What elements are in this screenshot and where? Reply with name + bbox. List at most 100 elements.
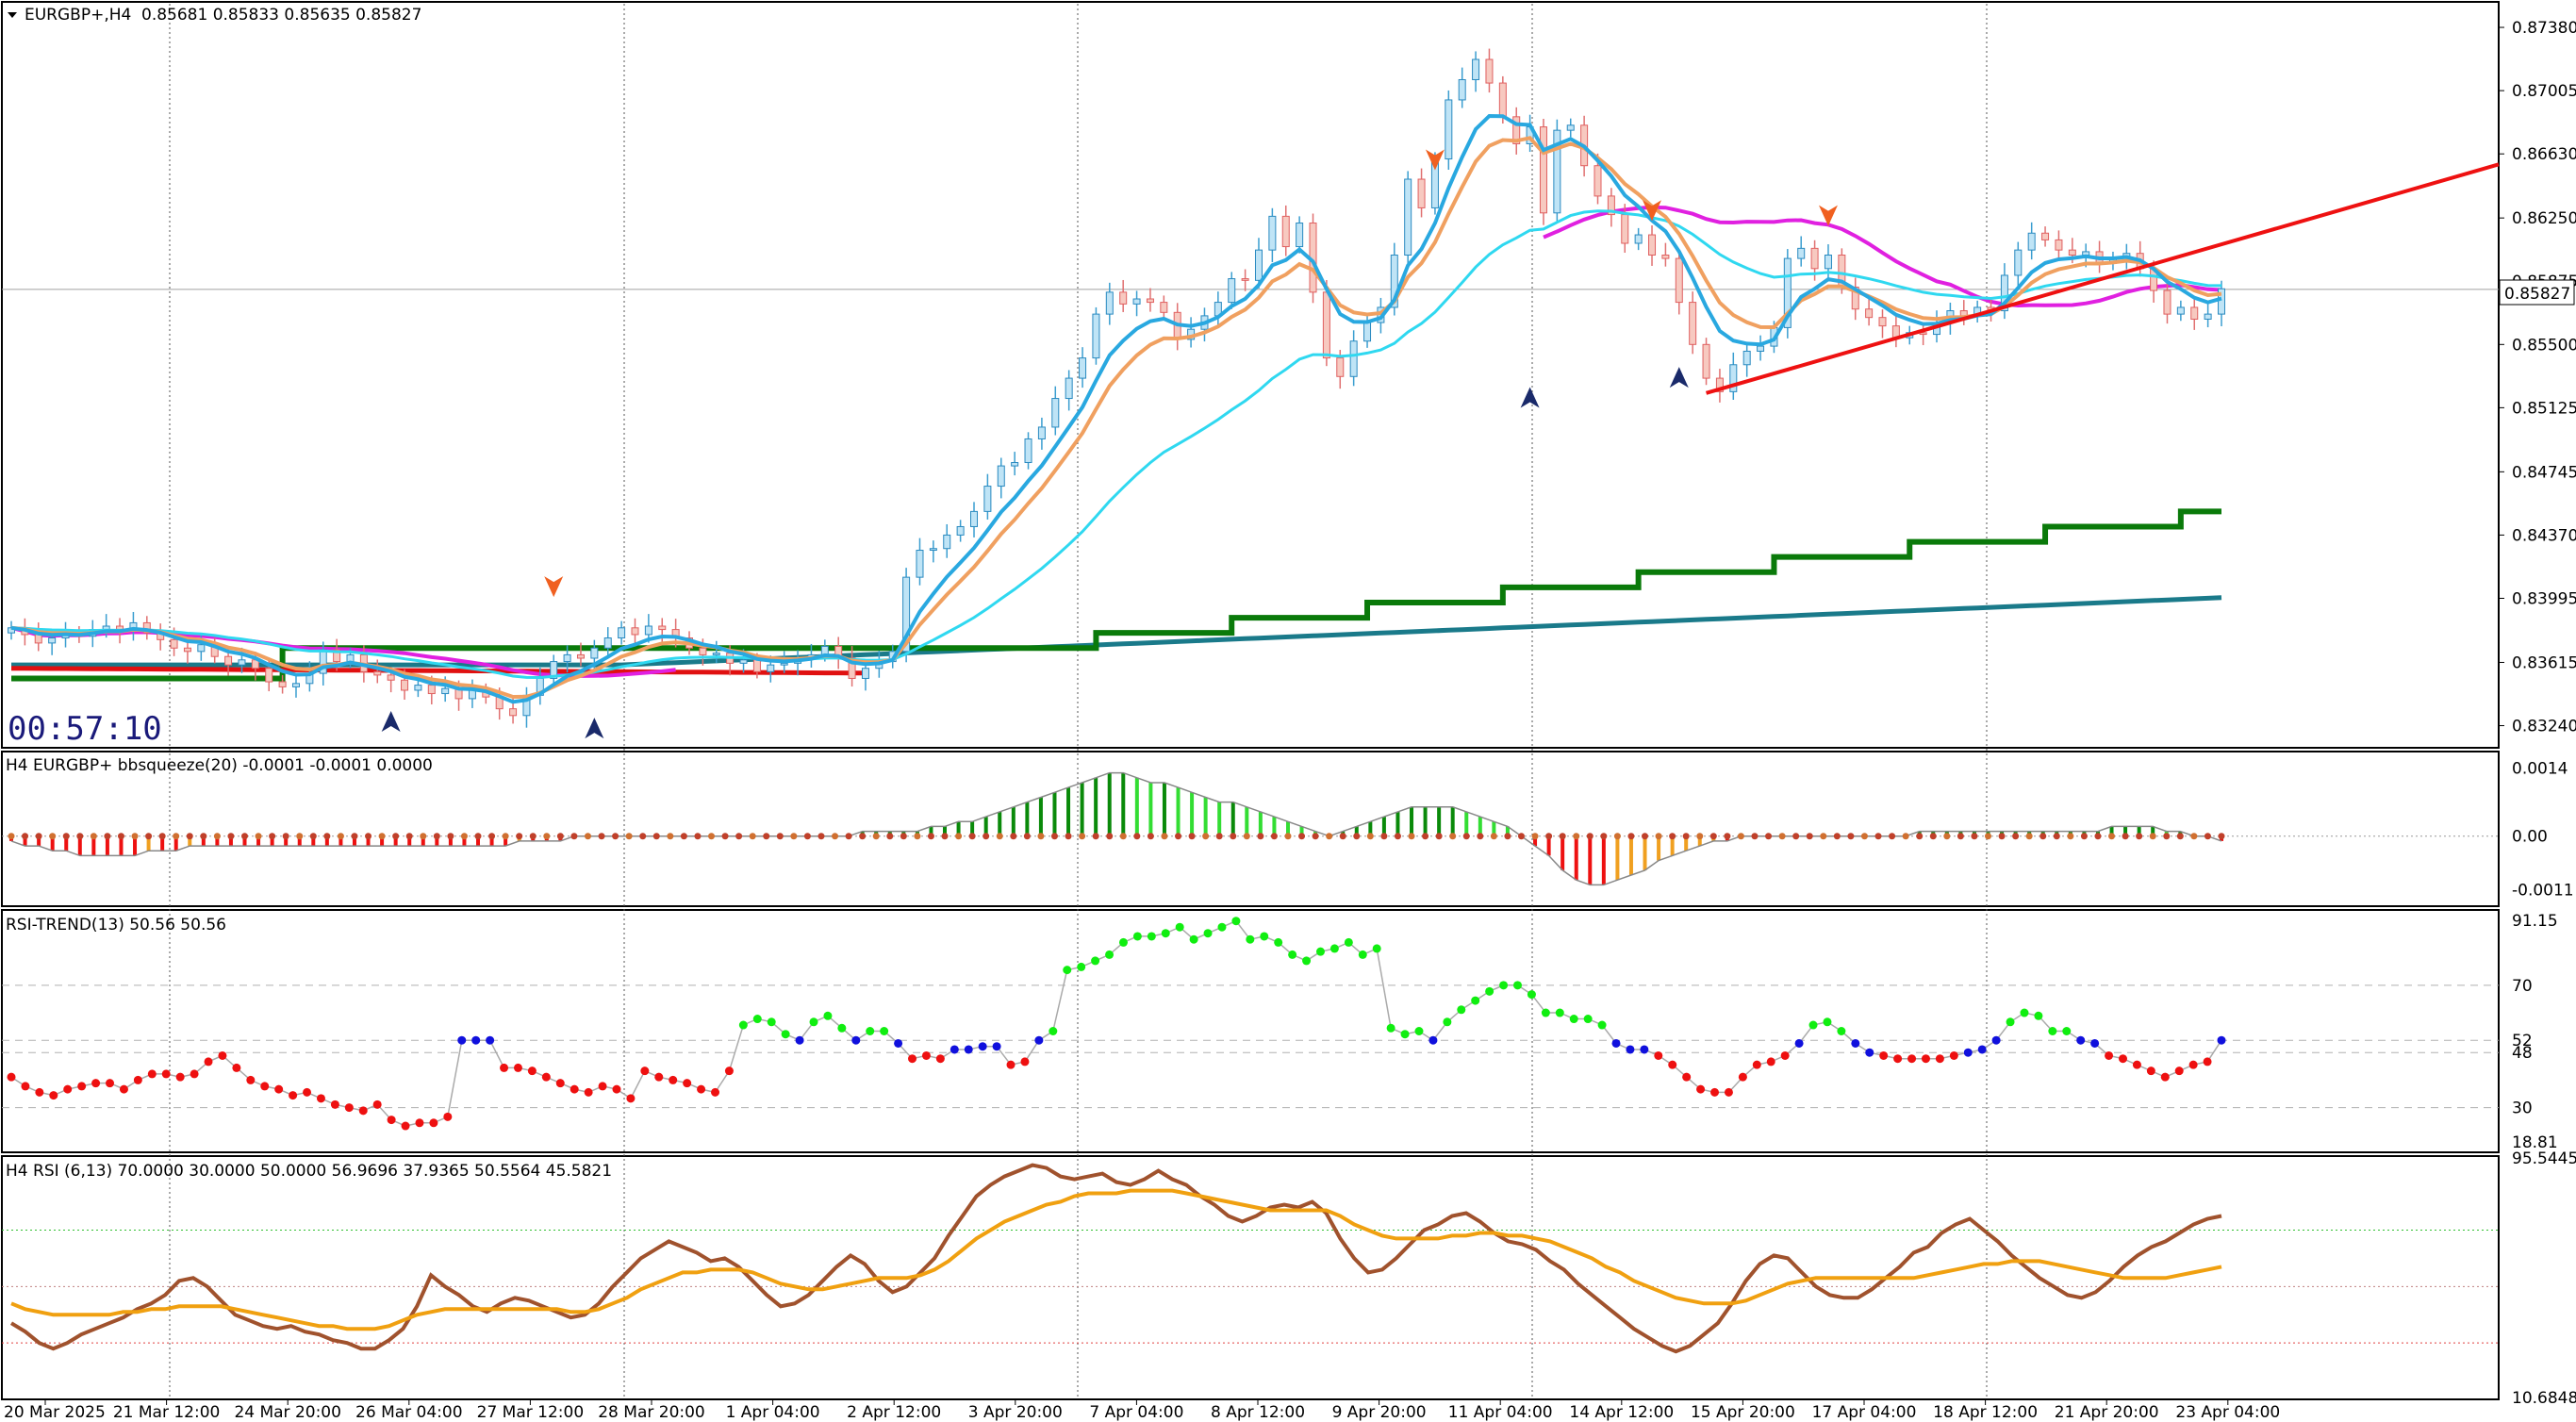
rsi-trend-dot — [344, 1103, 354, 1113]
squeeze-dot — [337, 833, 344, 840]
bear-candle — [34, 634, 42, 644]
time-tick-label: 7 Apr 04:00 — [1089, 1403, 1183, 1422]
squeeze-dot — [1642, 833, 1649, 840]
rsi-trend-dot — [1386, 1023, 1395, 1033]
squeeze-dot — [996, 833, 1003, 840]
red-ma-line — [10, 666, 867, 676]
squeeze-dot — [1175, 833, 1182, 840]
rsi-trend-dot — [1851, 1038, 1860, 1048]
rsi-trend-dot — [1175, 922, 1184, 932]
squeeze-dot — [1065, 833, 1072, 840]
rsi-trend-dot — [1400, 1030, 1410, 1039]
time-tick-label: 21 Apr 20:00 — [2055, 1403, 2159, 1422]
squeeze-dot — [1889, 833, 1896, 840]
squeeze-dot — [1490, 833, 1497, 840]
price-tick-label: 0.86250 — [2512, 209, 2576, 228]
squeeze-dot — [2012, 833, 2020, 840]
rsi-trend-dot — [2076, 1035, 2086, 1045]
squeeze-dot — [1627, 833, 1635, 840]
rsi-trend-dot — [669, 1075, 678, 1084]
rsi-trend-dot — [1724, 1087, 1733, 1097]
rsi-trend-dot — [697, 1084, 706, 1094]
squeeze-dot — [1874, 833, 1882, 840]
bull-candle — [1011, 462, 1019, 467]
rsi-trend-dot — [246, 1075, 256, 1084]
main-price-panel[interactable] — [1, 1, 2500, 749]
rsi-trend-dot — [330, 1100, 339, 1109]
price-tick-label: 0.83240 — [2512, 718, 2576, 736]
price-tick-label: 0.87380 — [2512, 19, 2576, 38]
squeeze-dot — [1998, 833, 2006, 840]
squeeze-dot — [1545, 833, 1553, 840]
squeeze-dot — [1669, 833, 1676, 840]
bear-candle — [1160, 302, 1168, 313]
rsi-trend-dot — [443, 1112, 453, 1121]
squeeze-dot — [1380, 833, 1388, 840]
squeeze-tick-label: -0.0011 — [2512, 882, 2574, 901]
rsi-trend-dot — [1189, 934, 1198, 944]
rsi-trend-dot — [106, 1079, 115, 1088]
squeeze-dot — [49, 833, 57, 840]
rsi-trend-dot — [1329, 944, 1339, 953]
bull-candle — [780, 662, 788, 666]
rsi-trend-dot — [1907, 1054, 1917, 1064]
squeeze-dot — [1353, 833, 1361, 840]
bear-candle — [1281, 215, 1290, 248]
main-chart-title: EURGBP+,H4 — [25, 6, 131, 25]
squeeze-dot — [76, 833, 84, 840]
squeeze-dot — [1724, 833, 1731, 840]
bull-candle — [1132, 298, 1141, 305]
squeeze-dot — [296, 833, 304, 840]
bull-candle — [1268, 215, 1277, 251]
rsi-trend-tick-label: 18.81 — [2512, 1133, 2558, 1152]
rsi-trend-dot — [1569, 1015, 1578, 1024]
rsi-trend-dot — [1921, 1054, 1930, 1064]
rsi-trend-dot — [1654, 1050, 1663, 1060]
squeeze-dot — [488, 833, 496, 840]
bear-candle — [1715, 377, 1724, 392]
rsi-trend-dot — [752, 1015, 762, 1024]
bbsqueeze-panel[interactable] — [1, 751, 2500, 907]
menu-triangle-icon[interactable] — [8, 12, 17, 18]
squeeze-dot — [556, 833, 564, 840]
squeeze-dot — [22, 833, 29, 840]
squeeze-dot — [474, 833, 482, 840]
bear-candle — [699, 647, 707, 655]
squeeze-dot — [1257, 833, 1264, 840]
h4-rsi-layer — [2, 1163, 2499, 1354]
bull-candle — [2218, 288, 2225, 315]
rsi-trend-dot — [1358, 950, 1367, 959]
squeeze-dot — [694, 833, 702, 840]
squeeze-dot — [1312, 833, 1319, 840]
squeeze-dot — [1504, 833, 1511, 840]
squeeze-dot — [227, 833, 235, 840]
rsi-trend-dot — [1006, 1060, 1016, 1069]
rsi-trend-dot — [1118, 937, 1128, 947]
h4-rsi-panel[interactable] — [1, 1155, 2500, 1400]
rsi-trend-dot — [527, 1066, 537, 1076]
squeeze-dot — [817, 833, 825, 840]
squeeze-dot — [927, 833, 934, 840]
squeeze-dot — [365, 833, 372, 840]
rsi-trend-dot — [147, 1069, 157, 1079]
bull-candle — [1783, 257, 1792, 328]
squeeze-dot — [1696, 833, 1704, 840]
squeeze-dot — [1929, 833, 1937, 840]
bull-candle — [1445, 99, 1453, 160]
bull-candle — [1458, 78, 1466, 101]
squeeze-dot — [2163, 833, 2171, 840]
squeeze-dot — [1792, 833, 1800, 840]
bull-candle — [1254, 249, 1263, 281]
bear-candle — [1146, 298, 1154, 304]
bull-candle — [1553, 129, 1561, 214]
rsi-trend-dot — [894, 1038, 903, 1048]
bull-candle — [590, 647, 599, 659]
bear-candle — [1878, 317, 1887, 327]
squeeze-dot — [1477, 833, 1484, 840]
squeeze-dot — [8, 833, 15, 840]
bear-candle — [2055, 239, 2063, 251]
rsi-trend-panel[interactable] — [1, 909, 2500, 1153]
rsi-trend-dot — [710, 1087, 719, 1097]
bear-candle — [401, 679, 409, 691]
